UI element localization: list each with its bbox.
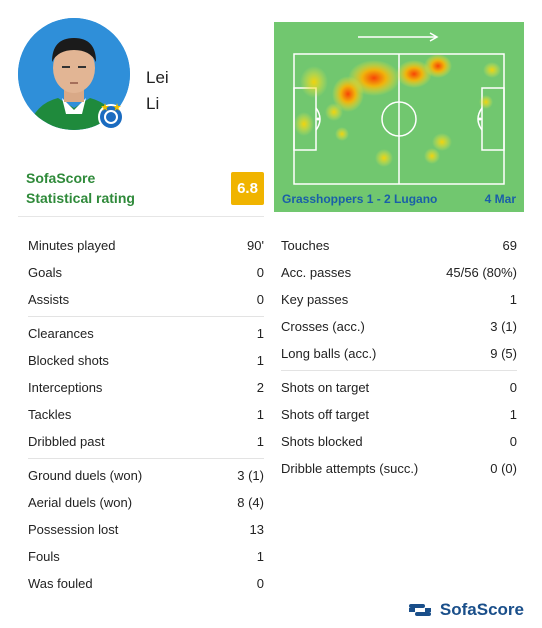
stats-left-column: Minutes played 90' Goals 0 Assists 0 Cleara… — [28, 232, 264, 603]
stat-label: Crosses (acc.) — [281, 319, 365, 334]
sofascore-logo-text: SofaScore — [439, 600, 524, 619]
stat-value: 1 — [256, 326, 264, 341]
stat-value: 8 (4) — [237, 495, 264, 510]
stat-row: Dribble attempts (succ.) 0 (0) — [281, 455, 517, 482]
stat-value: 0 — [256, 576, 264, 591]
heatmap-match[interactable]: Grasshoppers 1 - 2 Lugano — [282, 192, 438, 206]
heatmap: Grasshoppers 1 - 2 Lugano 4 Mar — [274, 22, 524, 212]
stat-value: 13 — [249, 522, 264, 537]
stat-row: Aerial duels (won) 8 (4) — [28, 489, 264, 516]
stat-row: Long balls (acc.) 9 (5) — [281, 340, 517, 367]
stat-value: 45/56 (80%) — [446, 265, 517, 280]
stat-label: Blocked shots — [28, 353, 109, 368]
stat-label: Tackles — [28, 407, 72, 422]
rating-brand: SofaScore — [26, 170, 96, 186]
stats-group: Minutes played 90' Goals 0 Assists 0 — [28, 232, 264, 317]
stat-row: Possession lost 13 — [28, 516, 264, 543]
player-first-name: Lei — [146, 68, 169, 87]
stat-label: Assists — [28, 292, 70, 307]
stat-value: 90' — [247, 238, 264, 253]
stats-right-column: Touches 69 Acc. passes 45/56 (80%) Key pas… — [281, 232, 517, 488]
divider — [18, 216, 264, 217]
stat-row: Crosses (acc.) 3 (1) — [281, 313, 517, 340]
stat-value: 3 (1) — [237, 468, 264, 483]
sofascore-logo-icon — [408, 604, 431, 616]
stat-value: 0 — [509, 380, 517, 395]
stat-row: Goals 0 — [28, 259, 264, 286]
stat-value: 1 — [256, 434, 264, 449]
rating-section: SofaScore Statistical rating 6.8 — [26, 168, 264, 208]
stat-row: Touches 69 — [281, 232, 517, 259]
stat-label: Clearances — [28, 326, 94, 341]
heatmap-date: 4 Mar — [484, 192, 516, 206]
stat-value: 1 — [256, 407, 264, 422]
stat-label: Interceptions — [28, 380, 103, 395]
heatmap-pitch-icon — [293, 32, 505, 185]
stat-row: Assists 0 — [28, 286, 264, 313]
club-logo-icon — [98, 103, 124, 130]
stats-group: Touches 69 Acc. passes 45/56 (80%) Key pas… — [281, 232, 517, 371]
stat-row: Clearances 1 — [28, 320, 264, 347]
rating-badge: 6.8 — [231, 172, 264, 205]
stat-label: Key passes — [281, 292, 349, 307]
stat-label: Dribbled past — [28, 434, 105, 449]
stat-value: 3 (1) — [490, 319, 517, 334]
stat-label: Goals — [28, 265, 62, 280]
stat-value: 1 — [256, 353, 264, 368]
player-photo — [18, 18, 130, 130]
stat-label: Possession lost — [28, 522, 119, 537]
stat-label: Long balls (acc.) — [281, 346, 377, 361]
stat-row: Dribbled past 1 — [28, 428, 264, 455]
stat-label: Minutes played — [28, 238, 116, 253]
stat-label: Fouls — [28, 549, 60, 564]
stat-row: Interceptions 2 — [28, 374, 264, 401]
stat-value: 1 — [509, 407, 517, 422]
stat-row: Acc. passes 45/56 (80%) — [281, 259, 517, 286]
stat-value: 0 — [509, 434, 517, 449]
stat-row: Fouls 1 — [28, 543, 264, 570]
stat-value: 1 — [509, 292, 517, 307]
player-last-name: Li — [146, 94, 160, 113]
stat-label: Dribble attempts (succ.) — [281, 461, 419, 476]
stat-label: Shots on target — [281, 380, 370, 395]
stat-label: Ground duels (won) — [28, 468, 143, 483]
stat-value: 0 — [256, 292, 264, 307]
rating-label: Statistical rating — [26, 190, 135, 206]
stat-row: Shots on target 0 — [281, 374, 517, 401]
stats-group: Clearances 1 Blocked shots 1 Interceptions… — [28, 320, 264, 459]
stat-value: 2 — [256, 380, 264, 395]
stat-label: Touches — [281, 238, 330, 253]
stat-row: Minutes played 90' — [28, 232, 264, 259]
stat-row: Tackles 1 — [28, 401, 264, 428]
stat-value: 9 (5) — [490, 346, 517, 361]
stat-row: Shots blocked 0 — [281, 428, 517, 455]
stat-value: 69 — [502, 238, 517, 253]
stats-group: Ground duels (won) 3 (1) Aerial duels (wo… — [28, 462, 264, 600]
sofascore-logo[interactable]: SofaScore — [408, 600, 524, 620]
stat-row: Was fouled 0 — [28, 570, 264, 597]
stat-label: Aerial duels (won) — [28, 495, 133, 510]
stat-row: Ground duels (won) 3 (1) — [28, 462, 264, 489]
stat-row: Key passes 1 — [281, 286, 517, 313]
stats-group: Shots on target 0 Shots off target 1 Shots… — [281, 374, 517, 485]
stat-value: 0 — [256, 265, 264, 280]
stat-label: Shots blocked — [281, 434, 363, 449]
stat-label: Acc. passes — [281, 265, 352, 280]
stat-label: Shots off target — [281, 407, 369, 422]
stat-value: 0 (0) — [490, 461, 517, 476]
stat-row: Shots off target 1 — [281, 401, 517, 428]
stat-label: Was fouled — [28, 576, 93, 591]
stat-value: 1 — [256, 549, 264, 564]
stat-row: Blocked shots 1 — [28, 347, 264, 374]
